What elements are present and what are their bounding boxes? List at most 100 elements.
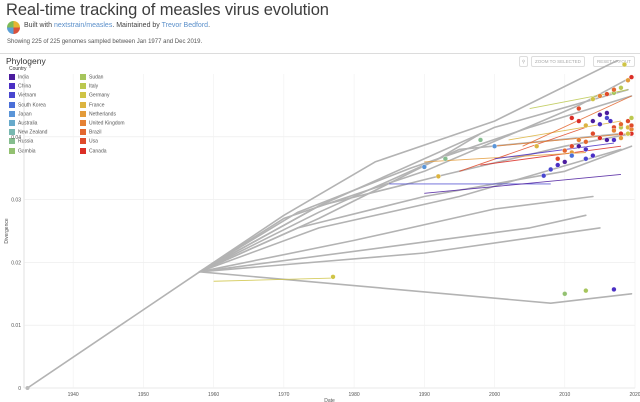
tip-node[interactable]: [435, 173, 441, 179]
tip-node[interactable]: [618, 85, 624, 91]
tip-node[interactable]: [628, 122, 635, 129]
x-tick-label: 1940: [68, 392, 79, 398]
tip-node[interactable]: [590, 131, 596, 137]
legend-item[interactable]: Usa: [80, 138, 98, 145]
tip-node[interactable]: [534, 143, 540, 149]
country-branch: [213, 277, 334, 282]
tip-node[interactable]: [611, 127, 617, 134]
tip-node[interactable]: [576, 105, 582, 112]
maintained-suffix: .: [208, 22, 211, 29]
tip-node[interactable]: [607, 118, 614, 124]
tip-node[interactable]: [569, 143, 575, 149]
tip-node[interactable]: [562, 291, 568, 297]
zoom-to-selected-button[interactable]: ZOOM TO SELECTED: [531, 56, 585, 67]
legend-swatch: [80, 101, 86, 108]
tip-node[interactable]: [628, 115, 635, 121]
tip-node[interactable]: [590, 96, 596, 102]
legend-item[interactable]: Russia: [9, 138, 33, 145]
tip-node[interactable]: [583, 146, 589, 152]
tip-node[interactable]: [597, 93, 603, 99]
tip-node[interactable]: [618, 135, 624, 141]
y-tick-label: 0.04: [11, 135, 21, 141]
legend-item[interactable]: Gambia: [9, 147, 36, 155]
country-branch: [424, 174, 621, 194]
legend-label: Vietnam: [18, 92, 37, 99]
legend-label: China: [18, 83, 32, 90]
tip-node[interactable]: [625, 77, 631, 83]
tip-node[interactable]: [604, 115, 610, 121]
legend-label: United Kingdom: [89, 120, 125, 127]
legend-item[interactable]: China: [9, 83, 31, 90]
tip-node[interactable]: [583, 122, 589, 129]
repo-link[interactable]: nextstrain/measles: [53, 22, 113, 29]
tip-node[interactable]: [442, 156, 448, 162]
legend-item[interactable]: Brazil: [80, 129, 102, 136]
legend-item[interactable]: France: [80, 101, 105, 109]
tip-node[interactable]: [597, 112, 603, 118]
phylogeny-tree[interactable]: 0 0.01 0.02 0.03 0.04 1940 1950 1960 1970 1980 199…: [0, 60, 640, 402]
tip-node[interactable]: [618, 131, 624, 137]
maintained-text: . Maintained by: [112, 22, 162, 29]
search-button[interactable]: ⚲: [519, 56, 528, 67]
tip-node[interactable]: [625, 131, 631, 137]
root-node: [25, 386, 30, 390]
tip-node[interactable]: [541, 173, 547, 179]
tip-node[interactable]: [604, 137, 610, 143]
tip-node[interactable]: [590, 118, 596, 124]
legend-swatch: [80, 83, 86, 90]
tip-node[interactable]: [491, 143, 498, 149]
tip-node[interactable]: [569, 115, 575, 121]
legend-item[interactable]: Germany: [80, 92, 110, 99]
legend-swatch: [9, 129, 15, 136]
tip-node[interactable]: [590, 153, 596, 159]
tip-node[interactable]: [611, 286, 617, 293]
tip-node[interactable]: [330, 274, 336, 280]
legend-item[interactable]: India: [9, 74, 29, 81]
legend-item[interactable]: Italy: [80, 83, 98, 90]
legend-item[interactable]: New Zealand: [9, 129, 47, 136]
tip-node[interactable]: [611, 137, 617, 143]
legend-swatch: [9, 138, 15, 145]
tip-node[interactable]: [597, 121, 603, 127]
legend-toggle[interactable]: Country ⌃: [9, 66, 33, 72]
tip-node[interactable]: [555, 156, 561, 162]
tip-node[interactable]: [583, 139, 589, 145]
legend-item[interactable]: Vietnam: [9, 92, 36, 99]
tip-node[interactable]: [604, 110, 610, 116]
legend-item[interactable]: Australia: [9, 120, 37, 127]
nextstrain-logo[interactable]: [7, 21, 20, 34]
tip-node[interactable]: [548, 166, 554, 173]
tip-node[interactable]: [618, 121, 624, 127]
tip-node[interactable]: [583, 288, 589, 294]
legend-item[interactable]: Canada: [80, 147, 107, 155]
tip-node[interactable]: [569, 153, 575, 159]
tip-node[interactable]: [576, 137, 582, 143]
legend-item[interactable]: Netherlands: [80, 110, 116, 118]
maintainer-link[interactable]: Trevor Bedford: [161, 22, 209, 29]
tip-node[interactable]: [562, 148, 568, 154]
legend-label: Russia: [18, 138, 34, 145]
tip-node[interactable]: [611, 87, 617, 93]
tip-node[interactable]: [597, 135, 603, 141]
tip-node[interactable]: [576, 143, 582, 149]
legend-swatch: [80, 92, 86, 99]
tip-node[interactable]: [583, 156, 589, 162]
legend-item[interactable]: United Kingdom: [80, 120, 125, 127]
tip-node[interactable]: [477, 137, 484, 143]
legend-item[interactable]: Japan: [9, 110, 32, 118]
tip-node[interactable]: [576, 118, 582, 124]
tip-node[interactable]: [421, 164, 427, 170]
legend-label: France: [89, 101, 105, 108]
legend-item[interactable]: South Korea: [9, 101, 46, 109]
tip-node[interactable]: [621, 61, 628, 68]
tip-node[interactable]: [562, 159, 568, 165]
tree-branch: [198, 214, 587, 273]
tip-node[interactable]: [604, 91, 610, 97]
tip-node[interactable]: [628, 74, 635, 80]
legend-swatch: [80, 138, 86, 145]
tip-node[interactable]: [625, 118, 631, 124]
x-tick-label: 1990: [419, 392, 430, 398]
legend-label: Italy: [89, 83, 99, 90]
legend-item[interactable]: Sudan: [80, 74, 103, 81]
tip-node[interactable]: [555, 162, 561, 168]
